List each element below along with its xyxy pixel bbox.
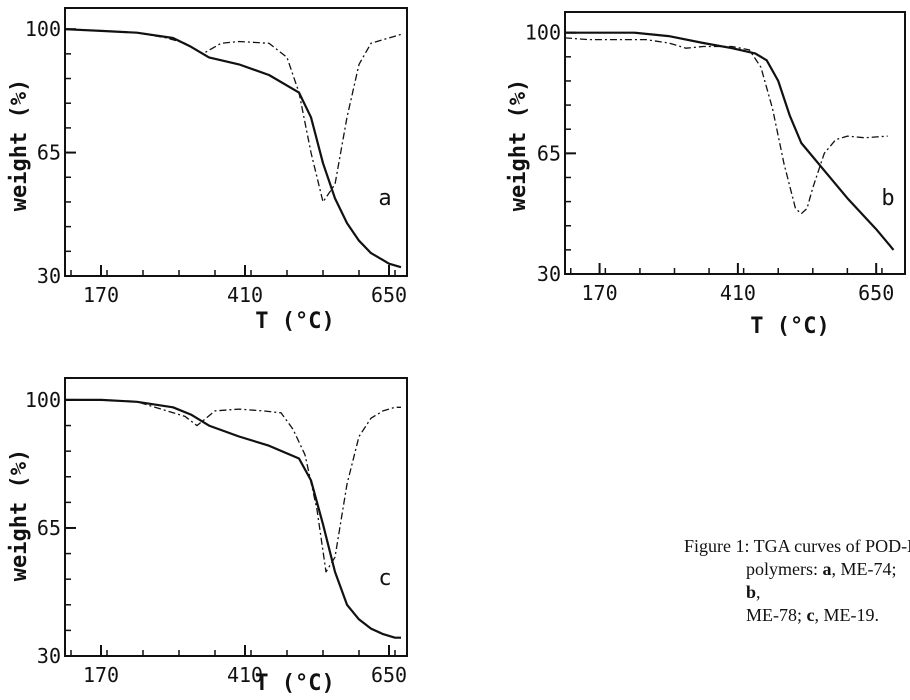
caption-text: , — [756, 582, 761, 602]
plot-frame — [64, 377, 408, 657]
panel-a: 170 410 650 30 65 100 T (°C) weight (%) a — [7, 7, 408, 334]
x-tick-label: 410 — [720, 281, 756, 305]
y-tick-label: 30 — [537, 262, 561, 286]
panel-letter: b — [881, 186, 894, 211]
caption-text: polymers: — [746, 559, 823, 579]
y-axis-label: weight (%) — [506, 79, 531, 211]
y-tick-label: 30 — [37, 644, 61, 668]
caption-text: , ME-19. — [814, 605, 880, 625]
x-tick-label: 650 — [371, 283, 407, 307]
x-axis-label: T (°C) — [255, 309, 334, 334]
dtg-curve-line — [564, 37, 888, 215]
caption-line-1: Figure 1: TGA curves of POD-DPE — [684, 536, 910, 556]
y-axis-label: weight (%) — [7, 79, 32, 211]
y-axis-label: weight (%) — [7, 449, 32, 581]
dtg-curve-line — [65, 399, 401, 573]
x-axis-label: T (°C) — [255, 671, 334, 696]
caption-text: ME-78; — [746, 605, 807, 625]
y-tick-label: 100 — [525, 21, 561, 45]
figure-caption: Figure 1: TGA curves of POD-DPE polymers… — [684, 535, 910, 627]
x-tick-label: 170 — [582, 281, 618, 305]
y-tick-label: 100 — [25, 17, 61, 41]
x-tick-label: 170 — [83, 663, 119, 687]
y-tick-label: 30 — [37, 264, 61, 288]
caption-label-b: b — [746, 582, 757, 602]
dtg-curve-line — [64, 28, 402, 203]
x-tick-label: 170 — [83, 283, 119, 307]
caption-label-c: c — [806, 605, 815, 625]
panel-b: 170 410 650 30 65 100 T (°C) weight (%) b — [506, 11, 906, 339]
caption-line-3: ME-78; c, ME-19. — [688, 604, 903, 627]
panel-letter: a — [378, 186, 391, 211]
y-tick-label: 100 — [25, 388, 61, 412]
caption-text: , ME-74; — [831, 559, 897, 579]
y-tick-label: 65 — [37, 141, 61, 165]
x-tick-label: 650 — [858, 281, 894, 305]
tga-curve-line — [65, 398, 401, 639]
panel-letter: c — [378, 566, 391, 591]
panel-c: 170 410 650 30 65 100 T (°C) weight (%) c — [7, 377, 408, 696]
x-tick-label: 410 — [227, 663, 263, 687]
plot-frame — [564, 11, 906, 275]
plot-frame — [64, 7, 408, 277]
y-tick-label: 65 — [37, 516, 61, 540]
x-tick-label: 650 — [371, 663, 407, 687]
x-tick-label: 410 — [227, 283, 263, 307]
caption-line-2: polymers: a, ME-74; b, — [688, 558, 903, 604]
tga-curve-line — [64, 28, 402, 269]
x-axis-label: T (°C) — [750, 314, 829, 339]
tga-curve-line — [565, 31, 895, 251]
y-tick-label: 65 — [537, 141, 561, 165]
caption-label-a: a — [822, 559, 832, 579]
